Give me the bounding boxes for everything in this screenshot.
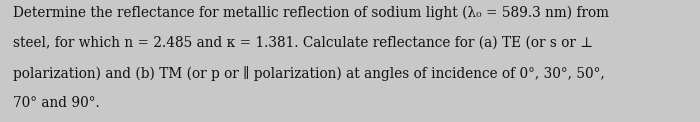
Text: steel, for which n = 2.485 and κ = 1.381. Calculate reflectance for (a) TE (or s: steel, for which n = 2.485 and κ = 1.381… <box>13 36 593 50</box>
Text: Determine the reflectance for metallic reflection of sodium light (λ₀ = 589.3 nm: Determine the reflectance for metallic r… <box>13 6 608 20</box>
Text: 70° and 90°.: 70° and 90°. <box>13 96 99 110</box>
Text: polarization) and (b) TM (or p or ∥ polarization) at angles of incidence of 0°, : polarization) and (b) TM (or p or ∥ pola… <box>13 66 604 81</box>
